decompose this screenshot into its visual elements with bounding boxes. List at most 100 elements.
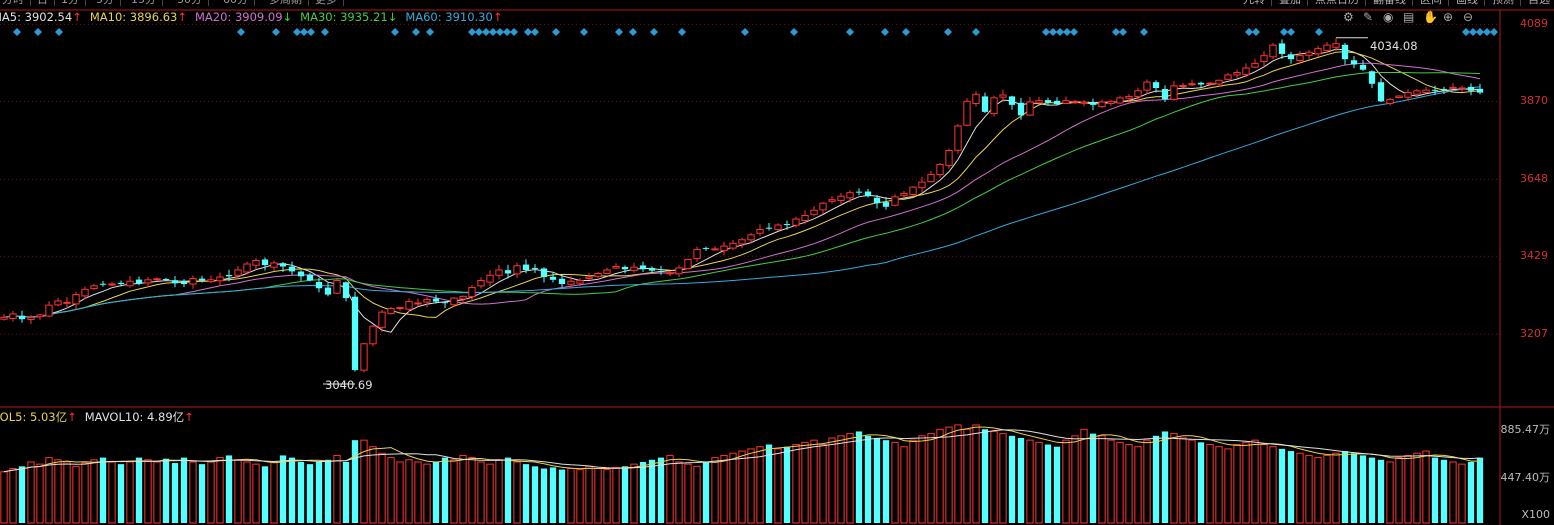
volume-bar xyxy=(513,461,521,524)
signal-marker xyxy=(300,28,308,36)
candle-body xyxy=(1134,90,1142,98)
legend-entry: MA30: 3935.21↓ xyxy=(300,10,398,24)
volume-bar xyxy=(828,437,836,524)
toolbar-tab[interactable]: 区间 xyxy=(1414,0,1449,6)
candle-body xyxy=(972,93,980,104)
candle-body xyxy=(747,234,755,241)
signal-marker xyxy=(34,28,42,36)
period-tab[interactable]: 多周期 xyxy=(263,0,309,6)
signal-marker xyxy=(496,28,504,36)
candle-body xyxy=(576,280,584,284)
volume-bar xyxy=(864,435,872,523)
volume-bar xyxy=(63,461,71,524)
candle-body xyxy=(126,280,134,287)
candle-body xyxy=(945,150,953,166)
candle-body xyxy=(9,313,17,319)
candle-body xyxy=(1467,86,1475,91)
candle-body xyxy=(1251,62,1259,68)
volume-bar xyxy=(1296,452,1304,524)
signal-marker xyxy=(1119,28,1127,36)
volume-bar xyxy=(477,461,485,524)
candle-body xyxy=(315,281,323,289)
toolbar-tab[interactable]: 叠加 xyxy=(1273,0,1308,6)
volume-bar xyxy=(648,459,656,523)
volume-bar xyxy=(252,463,260,524)
candle-body xyxy=(1242,67,1250,76)
toolbar-tab[interactable]: 自选 xyxy=(1522,0,1554,6)
toolbar-tab[interactable]: 翻番线 xyxy=(1367,0,1413,6)
candle-body xyxy=(999,94,1007,98)
zoom-in-icon[interactable]: ⊕ xyxy=(1443,10,1454,24)
signal-marker xyxy=(1469,28,1477,36)
signal-marker xyxy=(426,28,434,36)
volume-bar xyxy=(189,461,197,524)
candle-body xyxy=(144,279,152,284)
toolbar-tab[interactable]: 点点日历 xyxy=(1309,0,1366,6)
candle-body xyxy=(477,280,485,287)
hand-icon[interactable]: ✋ xyxy=(1423,10,1438,24)
volume-bar xyxy=(576,469,584,524)
candle-body xyxy=(1386,99,1394,104)
volume-bar xyxy=(441,457,449,523)
volume-bar xyxy=(1152,435,1160,523)
candle-body xyxy=(324,287,332,295)
settings-icon[interactable]: ⚙ xyxy=(1343,10,1354,24)
candle-body xyxy=(1296,55,1304,62)
volume-bar xyxy=(1467,461,1475,523)
volume-bar xyxy=(693,465,701,524)
volume-bar xyxy=(1341,451,1349,523)
volume-bar xyxy=(1062,439,1070,524)
candle-body xyxy=(1062,100,1070,104)
period-tab[interactable]: 更多 xyxy=(309,0,344,6)
period-tab[interactable]: 15分 xyxy=(125,0,163,6)
zoom-out-icon[interactable]: ⊖ xyxy=(1463,10,1474,24)
period-tab[interactable]: 分时 xyxy=(0,0,31,6)
period-tab[interactable]: 日 xyxy=(31,0,55,6)
volume-bar xyxy=(270,461,278,524)
candle-body xyxy=(1098,101,1106,108)
chart-type-icon[interactable]: ▤ xyxy=(1403,10,1415,24)
signal-marker xyxy=(790,28,798,36)
volume-bar xyxy=(135,457,143,523)
volume-bar xyxy=(801,441,809,524)
signal-marker xyxy=(475,28,483,36)
toolbar-tab[interactable]: 画线 xyxy=(1450,0,1485,6)
period-tab[interactable]: 60分 xyxy=(217,0,255,6)
candle-body xyxy=(225,275,233,277)
price-tick-label: 4089 xyxy=(1520,17,1548,31)
signal-marker xyxy=(944,28,952,36)
period-tab[interactable]: 30分 xyxy=(171,0,209,6)
toolbar-tab[interactable]: 九转 xyxy=(1237,0,1272,6)
toolbar-tab[interactable]: 预测 xyxy=(1486,0,1521,6)
candle-body xyxy=(1017,102,1025,116)
trend-arrow: ↓ xyxy=(387,10,398,24)
ma60-line xyxy=(3,86,1481,318)
signal-marker xyxy=(552,28,560,36)
signal-marker xyxy=(1063,28,1071,36)
volume-bar xyxy=(1458,463,1466,524)
period-tab[interactable]: 5分 xyxy=(90,0,121,6)
volume-bar xyxy=(549,467,557,523)
candle-body xyxy=(855,191,863,193)
candle-body xyxy=(1476,88,1484,93)
volume-bar xyxy=(1215,446,1223,524)
signal-marker xyxy=(1042,28,1050,36)
candle-body xyxy=(729,242,737,249)
candle-body xyxy=(1431,89,1439,91)
candle-body xyxy=(1260,55,1268,62)
signal-marker xyxy=(678,28,686,36)
signal-marker xyxy=(1280,28,1288,36)
brush-icon[interactable]: ✎ xyxy=(1363,10,1374,24)
volume-bar xyxy=(1224,448,1232,524)
candle-body xyxy=(153,278,161,281)
candle-body xyxy=(180,281,188,285)
signal-marker xyxy=(1252,28,1260,36)
chart-frame xyxy=(0,9,1554,525)
eye-icon[interactable]: ◉ xyxy=(1383,10,1394,24)
candle-body xyxy=(378,311,386,328)
period-tab[interactable]: 1分 xyxy=(55,0,86,6)
candle-body xyxy=(36,314,44,318)
volume-bar xyxy=(846,433,854,524)
candle-body xyxy=(711,248,719,251)
